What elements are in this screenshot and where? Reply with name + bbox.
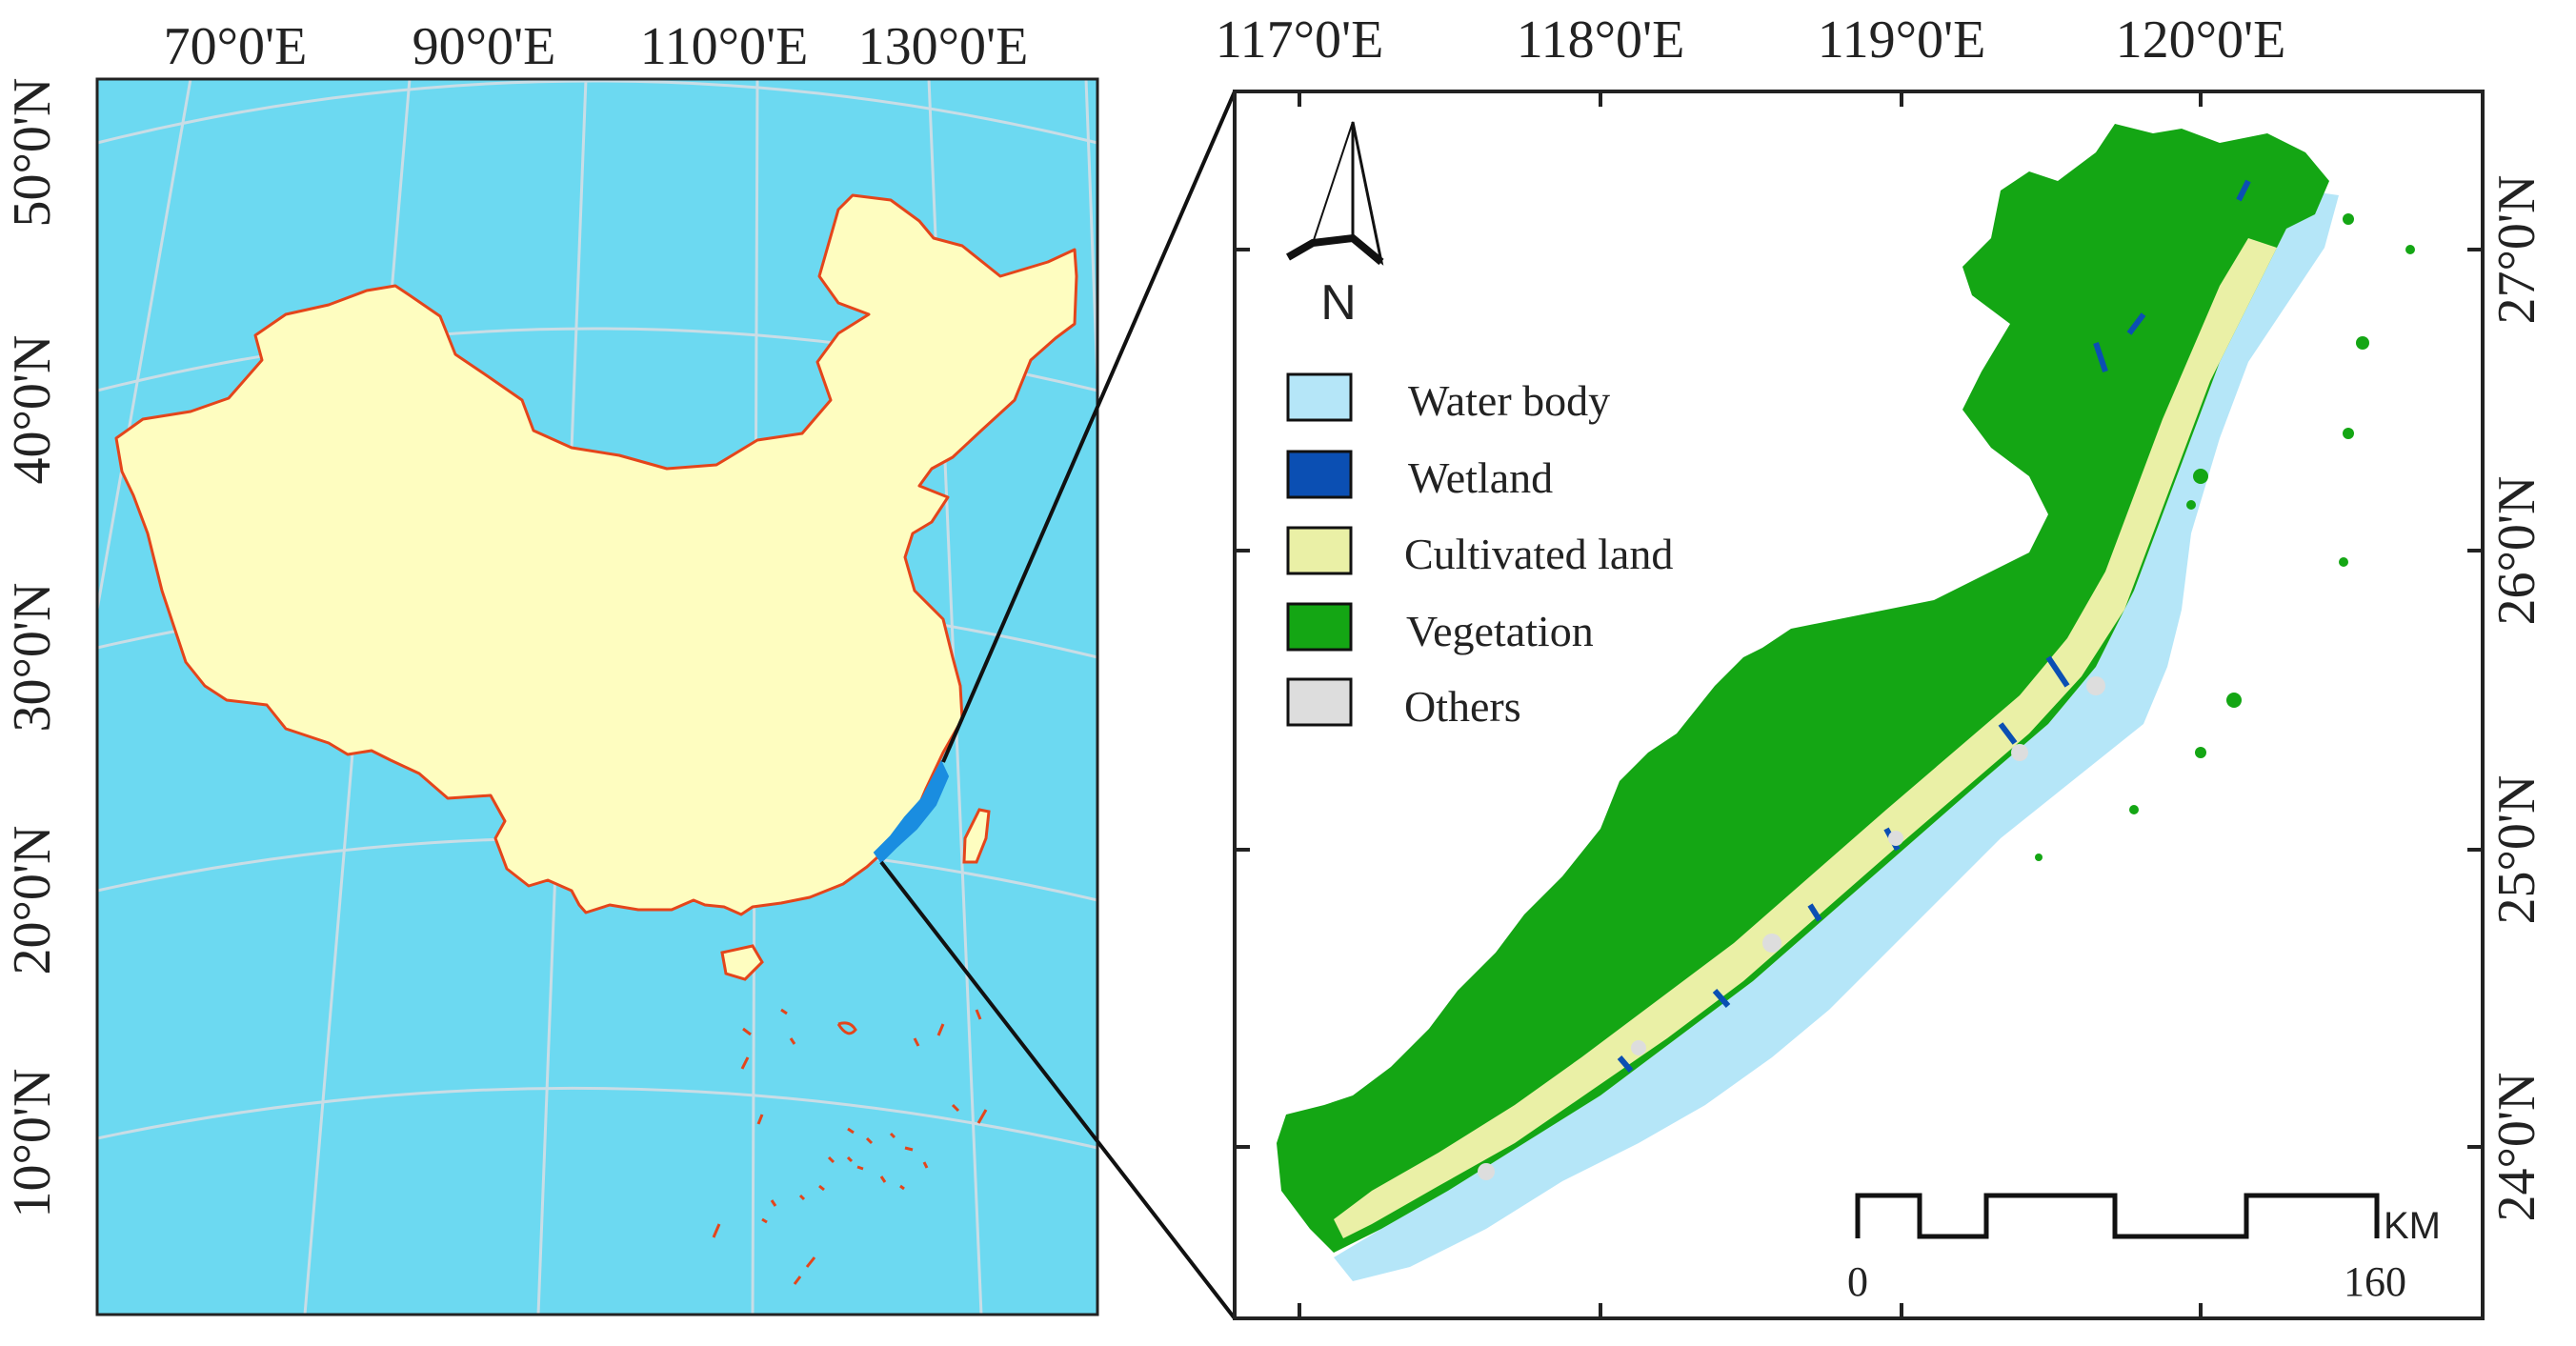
detail-lon-label: 119°0'E: [1818, 10, 1986, 70]
detail-lat-label: 26°0'N: [2487, 476, 2546, 626]
detail-map: N Water body Wetland Cultivated land Veg…: [1233, 90, 2485, 1320]
north-arrow-label: N: [1320, 275, 1357, 331]
detail-lon-label: 117°0'E: [1216, 10, 1384, 70]
overview-lon-label: 90°0'E: [413, 17, 556, 76]
detail-ticks: [1235, 91, 2483, 1318]
study-area-highlight: [873, 759, 950, 864]
overview-lat-label: 30°0'N: [3, 583, 62, 733]
china-mainland: [114, 193, 1078, 916]
detail-lon-label: 118°0'E: [1517, 10, 1685, 70]
detail-lat-label: 27°0'N: [2487, 175, 2546, 325]
zoom-connector-lines: [879, 90, 1237, 1320]
legend-swatch: [1286, 677, 1353, 727]
overview-left-labels: 50°0'N 40°0'N 30°0'N 20°0'N 10°0'N: [3, 78, 62, 1218]
overview-frame: [95, 77, 1099, 1316]
taiwan-island: [962, 808, 991, 864]
overview-top-labels: 70°0'E 90°0'E 110°0'E 130°0'E: [164, 17, 1029, 76]
detail-lat-label: 24°0'N: [2487, 1073, 2546, 1222]
legend-swatch: [1286, 526, 1353, 575]
overview-lon-label: 110°0'E: [640, 17, 809, 76]
legend-swatch: [1286, 372, 1353, 422]
legend-label: Water body: [1408, 376, 1610, 425]
wetland-streaks: [1617, 179, 2251, 1073]
legend-label: Wetland: [1408, 453, 1553, 502]
north-arrow-icon: N: [1286, 121, 1384, 331]
legend: Water body Wetland Cultivated land Veget…: [1286, 372, 1673, 731]
legend-label: Vegetation: [1406, 607, 1594, 655]
legend-item-vegetation: Vegetation: [1286, 602, 1594, 655]
scale-bar: 0 160 KM: [1847, 1193, 2441, 1305]
legend-label: Cultivated land: [1404, 530, 1673, 578]
offshore-islets: [2035, 213, 2415, 861]
detail-top-labels: 117°0'E 118°0'E 119°0'E 120°0'E: [1216, 10, 2286, 70]
overview-lon-label: 70°0'E: [164, 17, 308, 76]
legend-item-wetland: Wetland: [1286, 450, 1553, 502]
legend-item-cultivated-land: Cultivated land: [1286, 526, 1673, 578]
legend-label: Others: [1404, 682, 1521, 731]
scale-bar-unit: KM: [2384, 1205, 2441, 1247]
legend-item-water-body: Water body: [1286, 372, 1610, 425]
scale-bar-line: [1855, 1193, 2380, 1239]
vegetation-area: [1277, 124, 2329, 1253]
overview-lat-label: 20°0'N: [3, 826, 62, 975]
legend-swatch: [1286, 450, 1353, 499]
study-area-landcover: [1277, 124, 2415, 1281]
overview-lat-label: 40°0'N: [3, 335, 62, 485]
overview-lat-label: 10°0'N: [3, 1069, 62, 1218]
detail-lon-label: 120°0'E: [2116, 10, 2286, 70]
legend-swatch: [1286, 602, 1353, 652]
overview-map: [95, 77, 1099, 1316]
overview-lat-label: 50°0'N: [3, 78, 62, 228]
detail-lat-label: 25°0'N: [2487, 775, 2546, 925]
hainan-island: [720, 944, 764, 981]
detail-right-labels: 27°0'N 26°0'N 25°0'N 24°0'N: [2487, 175, 2546, 1222]
legend-item-others: Others: [1286, 677, 1521, 731]
scale-bar-end: 160: [2344, 1258, 2406, 1305]
south-sea-islands: [712, 1008, 988, 1285]
overview-lon-label: 130°0'E: [858, 17, 1029, 76]
scale-bar-start: 0: [1847, 1258, 1868, 1305]
others-patches: [1478, 676, 2105, 1180]
